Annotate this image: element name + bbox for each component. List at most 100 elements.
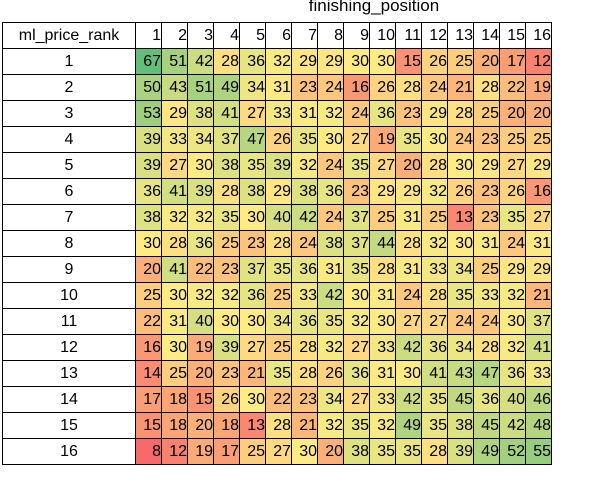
heatmap-cell: 36 (291, 256, 318, 283)
heatmap-cell: 51 (161, 48, 188, 75)
heatmap-cell: 42 (499, 412, 526, 439)
column-header: 7 (291, 22, 318, 49)
heatmap-cell: 19 (187, 438, 214, 465)
heatmap-cell: 16 (525, 178, 552, 205)
table-row: 1 67 51 42 28 36 32 29 29 30 30 15 26 25 20 17 12 (2, 48, 552, 75)
row-axis-title: ml_price_rank (2, 22, 136, 49)
heatmap-cell: 27 (369, 152, 396, 179)
heatmap-cell: 38 (239, 178, 266, 205)
heatmap-cell: 26 (421, 48, 448, 75)
heatmap-cell: 45 (473, 412, 500, 439)
column-axis-title: finishing_position (308, 0, 440, 15)
heatmap-cell: 23 (291, 74, 318, 101)
table-row: 9 20 41 22 23 37 35 36 31 35 28 31 33 34 25 29 29 (2, 256, 552, 283)
heatmap-cell: 30 (213, 308, 240, 335)
heatmap-cell: 33 (369, 334, 396, 361)
heatmap-cell: 32 (499, 282, 526, 309)
heatmap-cell: 29 (421, 100, 448, 127)
heatmap-cell: 25 (265, 282, 292, 309)
heatmap-cell: 28 (161, 230, 188, 257)
heatmap-cell: 28 (473, 334, 500, 361)
heatmap-cell: 44 (369, 230, 396, 257)
heatmap-cell: 12 (161, 438, 188, 465)
heatmap-cell: 32 (187, 282, 214, 309)
heatmap-cell: 35 (395, 126, 422, 153)
heatmap-cell: 29 (473, 152, 500, 179)
heatmap-cell: 36 (135, 178, 162, 205)
table-row: 10 25 30 32 32 36 25 33 42 30 31 24 28 35 33 32 21 (2, 282, 552, 309)
table-row: 16 8 12 19 17 25 27 30 20 38 35 35 28 39 49 52 55 (2, 438, 552, 465)
heatmap-cell: 16 (343, 74, 370, 101)
column-header: 10 (369, 22, 396, 49)
heatmap-cell: 31 (161, 308, 188, 335)
heatmap-cell: 20 (499, 100, 526, 127)
heatmap-cell: 22 (265, 386, 292, 413)
heatmap-cell: 31 (265, 74, 292, 101)
table-row: 11 22 31 40 30 30 34 36 35 32 30 27 27 24 24 30 37 (2, 308, 552, 335)
heatmap-cell: 35 (421, 412, 448, 439)
heatmap-cell: 24 (317, 74, 344, 101)
heatmap-cell: 32 (213, 282, 240, 309)
heatmap-cell: 25 (421, 204, 448, 231)
heatmap-cell: 36 (499, 360, 526, 387)
table-row: 15 15 18 20 18 13 28 21 32 35 32 49 35 38 45 42 48 (2, 412, 552, 439)
column-header: 1 (135, 22, 162, 49)
heatmap-cell: 30 (161, 334, 188, 361)
heatmap-cell: 36 (291, 308, 318, 335)
heatmap-cell: 36 (473, 386, 500, 413)
column-header: 9 (343, 22, 370, 49)
heatmap-cell: 29 (291, 48, 318, 75)
heatmap-cell: 41 (161, 256, 188, 283)
heatmap-cell: 31 (395, 256, 422, 283)
heatmap-body: 1 67 51 42 28 36 32 29 29 30 30 15 26 25 20 17 12 2 50 43 51… (2, 48, 552, 465)
heatmap-cell: 25 (239, 438, 266, 465)
heatmap-cell: 30 (499, 308, 526, 335)
heatmap-cell: 21 (525, 282, 552, 309)
heatmap-cell: 17 (213, 438, 240, 465)
heatmap-cell: 28 (421, 152, 448, 179)
heatmap-cell: 19 (369, 126, 396, 153)
column-header: 11 (395, 22, 422, 49)
heatmap-cell: 38 (187, 100, 214, 127)
heatmap-cell: 20 (525, 100, 552, 127)
column-header: 2 (161, 22, 188, 49)
heatmap-cell: 25 (473, 100, 500, 127)
heatmap-cell: 29 (499, 256, 526, 283)
heatmap-cell: 42 (187, 48, 214, 75)
heatmap-cell: 32 (343, 308, 370, 335)
heatmap-cell: 35 (343, 256, 370, 283)
heatmap-cell: 27 (525, 204, 552, 231)
heatmap-cell: 23 (395, 100, 422, 127)
row-header: 10 (2, 282, 136, 309)
heatmap-cell: 30 (343, 48, 370, 75)
heatmap-cell: 24 (447, 126, 474, 153)
heatmap-cell: 27 (343, 126, 370, 153)
heatmap-cell: 30 (395, 360, 422, 387)
heatmap-cell: 29 (525, 152, 552, 179)
column-header: 16 (525, 22, 552, 49)
heatmap-cell: 20 (395, 152, 422, 179)
heatmap-cell: 37 (343, 204, 370, 231)
heatmap-cell: 20 (187, 360, 214, 387)
heatmap-cell: 39 (447, 438, 474, 465)
heatmap-cell: 23 (343, 178, 370, 205)
table-row: 3 53 29 38 41 27 33 31 32 24 36 23 29 28 25 20 20 (2, 100, 552, 127)
heatmap-cell: 23 (473, 126, 500, 153)
header-row: ml_price_rank 1 2 3 4 5 6 7 8 9 10 11 12 13 14 15 16 (2, 22, 552, 49)
heatmap-cell: 34 (239, 74, 266, 101)
heatmap-cell: 35 (343, 412, 370, 439)
heatmap-cell: 31 (395, 204, 422, 231)
heatmap-cell: 39 (135, 152, 162, 179)
row-header: 13 (2, 360, 136, 387)
heatmap-cell: 20 (135, 256, 162, 283)
heatmap-cell: 23 (473, 204, 500, 231)
heatmap-cell: 28 (369, 256, 396, 283)
heatmap-cell: 31 (473, 230, 500, 257)
heatmap-cell: 27 (395, 308, 422, 335)
heatmap-cell: 39 (135, 126, 162, 153)
heatmap-cell: 28 (291, 334, 318, 361)
table-row: 8 30 28 36 25 23 28 24 38 37 44 28 32 30 31 24 31 (2, 230, 552, 257)
table-row: 2 50 43 51 49 34 31 23 24 16 26 28 24 21 28 22 19 (2, 74, 552, 101)
heatmap-cell: 36 (421, 334, 448, 361)
